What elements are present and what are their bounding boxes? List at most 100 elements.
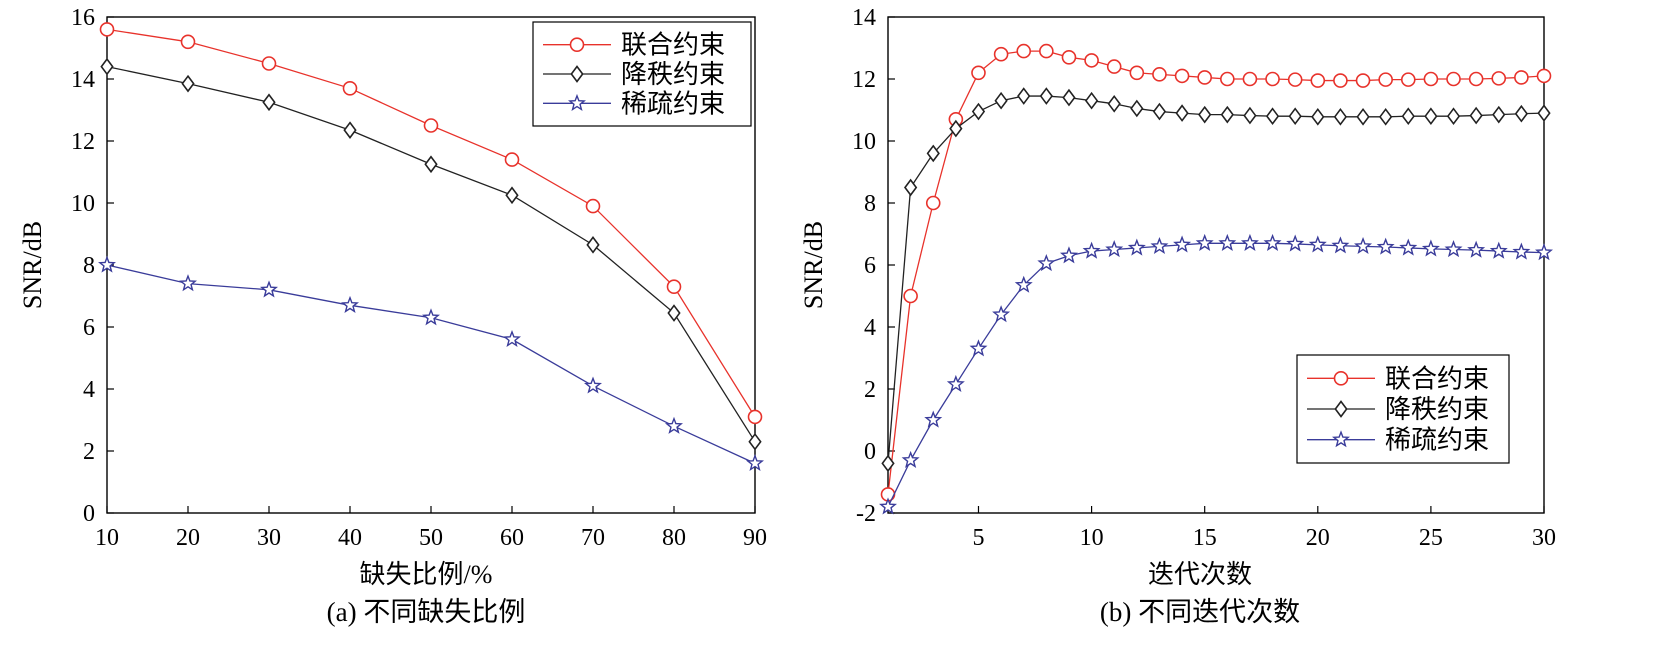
- data-point: [1469, 106, 1483, 125]
- data-point: [1423, 71, 1439, 87]
- data-point: [1424, 107, 1438, 126]
- data-point: [1174, 68, 1190, 84]
- data-point: [1105, 240, 1124, 258]
- y-tick-label: 6: [864, 253, 876, 279]
- y-tick-label: 2: [83, 439, 95, 465]
- data-point: [946, 374, 965, 393]
- data-point: [993, 46, 1009, 62]
- data-point: [1535, 243, 1553, 261]
- x-tick-label: 5: [972, 525, 984, 551]
- y-tick-label: 6: [83, 315, 95, 341]
- panel-caption: (a) 不同缺失比例: [327, 597, 526, 627]
- legend-label: 联合约束: [621, 31, 725, 60]
- y-axis-label: SNR/dB: [799, 221, 828, 309]
- data-point: [1150, 236, 1169, 255]
- x-tick-label: 20: [1306, 525, 1330, 551]
- x-tick-label: 10: [95, 525, 119, 551]
- data-point: [1492, 105, 1506, 124]
- x-tick-label: 90: [743, 525, 767, 551]
- data-point: [903, 178, 918, 197]
- data-point: [1130, 99, 1144, 118]
- data-point: [949, 119, 963, 138]
- data-point: [1355, 73, 1371, 88]
- data-point: [1265, 71, 1280, 87]
- y-tick-label: 14: [852, 5, 876, 31]
- data-point: [1084, 91, 1099, 110]
- data-point: [1401, 107, 1415, 126]
- data-point: [1242, 71, 1258, 87]
- data-point: [422, 308, 440, 326]
- data-point: [1512, 242, 1531, 260]
- series-line-3: [106, 264, 756, 464]
- y-tick-label: 0: [83, 501, 95, 527]
- data-point: [1061, 49, 1077, 65]
- data-point: [1378, 72, 1393, 87]
- data-point: [1129, 65, 1145, 81]
- data-point: [1421, 239, 1440, 257]
- data-point: [969, 339, 988, 357]
- x-tick-label: 30: [257, 525, 281, 551]
- data-point: [342, 81, 358, 96]
- data-point: [1152, 67, 1167, 82]
- legend-label: 联合约束: [1385, 364, 1489, 393]
- x-tick-label: 10: [1080, 525, 1104, 551]
- data-point: [1037, 253, 1056, 272]
- y-tick-label: 4: [864, 315, 876, 341]
- legend-marker: [570, 65, 584, 83]
- data-point: [1175, 104, 1189, 122]
- data-point: [262, 93, 276, 112]
- legend-label: 稀疏约束: [621, 89, 725, 118]
- data-point: [503, 329, 521, 348]
- panel-caption: (b) 不同迭代次数: [1100, 597, 1300, 627]
- y-tick-label: 4: [83, 377, 95, 403]
- legend-marker: [569, 37, 585, 52]
- data-point: [260, 280, 278, 298]
- data-point: [1536, 68, 1552, 84]
- data-point: [1240, 233, 1259, 251]
- x-tick-label: 20: [176, 525, 200, 551]
- data-point: [1354, 236, 1373, 255]
- data-point: [1311, 107, 1325, 126]
- x-tick-label: 50: [419, 525, 443, 551]
- data-point: [971, 102, 986, 121]
- data-point: [1062, 88, 1076, 107]
- data-point: [992, 305, 1011, 323]
- legend-marker: [1332, 430, 1350, 448]
- x-tick-label: 15: [1193, 525, 1217, 551]
- data-point: [901, 450, 920, 468]
- data-point: [1333, 107, 1348, 126]
- legend-marker: [568, 93, 586, 111]
- data-point: [1082, 241, 1101, 259]
- data-point: [98, 255, 116, 273]
- data-point: [423, 118, 439, 133]
- x-tick-label: 80: [662, 525, 686, 551]
- data-point: [1107, 94, 1121, 113]
- legend-marker: [1334, 400, 1348, 418]
- data-point: [1152, 102, 1167, 121]
- data-point: [924, 410, 943, 428]
- data-point: [1446, 71, 1461, 87]
- y-tick-label: 8: [83, 253, 95, 279]
- data-point: [665, 416, 683, 434]
- data-point: [1376, 237, 1395, 255]
- data-point: [1016, 43, 1032, 59]
- x-tick-label: 60: [500, 525, 524, 551]
- y-tick-label: 10: [852, 129, 876, 155]
- data-point: [504, 152, 520, 167]
- data-point: [505, 186, 519, 205]
- data-point: [1014, 275, 1033, 293]
- data-point: [343, 121, 357, 139]
- data-point: [1197, 70, 1212, 85]
- data-point: [925, 195, 941, 211]
- y-axis-label: SNR/dB: [18, 221, 47, 309]
- data-point: [1400, 72, 1416, 87]
- y-tick-label: 2: [864, 377, 876, 403]
- data-point: [585, 198, 601, 214]
- data-point: [1446, 107, 1461, 126]
- data-point: [584, 376, 602, 394]
- data-point: [1399, 238, 1418, 256]
- data-point: [903, 288, 918, 304]
- data-point: [926, 144, 940, 163]
